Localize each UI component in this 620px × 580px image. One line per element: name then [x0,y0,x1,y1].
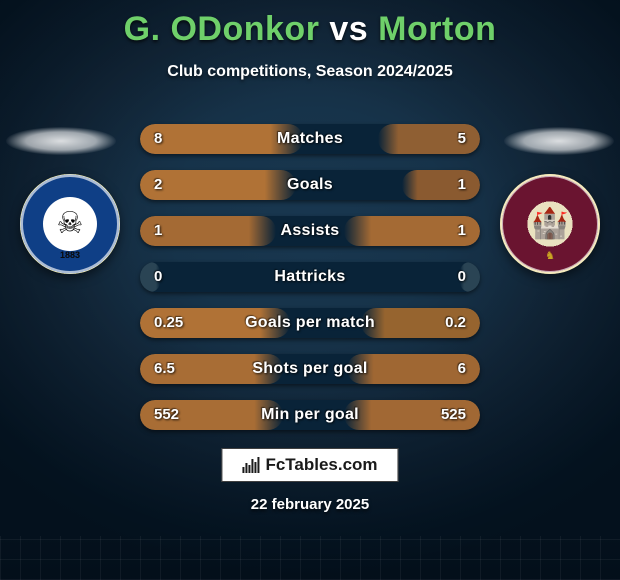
stat-label: Goals [140,170,480,200]
brand-bars-icon [242,457,259,473]
club-badge-left: ☠ 1883 [20,174,120,274]
stat-row: 11Assists [140,216,480,246]
club-badge-left-inner: ☠ [43,197,97,251]
stat-row: 0.250.2Goals per match [140,308,480,338]
pirate-icon: ☠ [57,209,84,239]
left-shadow-ellipse [6,127,116,155]
club-badge-right: 🏰 ♞ [500,174,600,274]
player-right-name: Morton [378,10,496,48]
player-left-name: G. ODonkor [124,10,320,48]
stat-label: Goals per match [140,308,480,338]
date-stamp: 22 february 2025 [0,496,620,513]
subtitle: Club competitions, Season 2024/2025 [0,63,620,81]
lion-icon: ♞ [545,249,555,262]
vs-separator: vs [329,10,368,48]
stat-label: Assists [140,216,480,246]
content-root: G. ODonkor vs Morton Club competitions, … [0,0,620,580]
stat-row: 21Goals [140,170,480,200]
brand-box[interactable]: FcTables.com [221,448,398,482]
brand-text: FcTables.com [265,455,377,475]
stat-bars-container: 85Matches 21Goals 11Assists 00Hattricks 0.25… [140,124,480,446]
comparison-title: G. ODonkor vs Morton [0,0,620,49]
right-shadow-ellipse [504,127,614,155]
stat-label: Matches [140,124,480,154]
stat-label: Hattricks [140,262,480,292]
stat-row: 00Hattricks [140,262,480,292]
club-left-year: 1883 [60,250,80,260]
castle-icon: 🏰 [531,209,568,239]
stat-row: 6.56Shots per goal [140,354,480,384]
stat-row: 552525Min per goal [140,400,480,430]
stat-row: 85Matches [140,124,480,154]
stat-label: Shots per goal [140,354,480,384]
stat-label: Min per goal [140,400,480,430]
